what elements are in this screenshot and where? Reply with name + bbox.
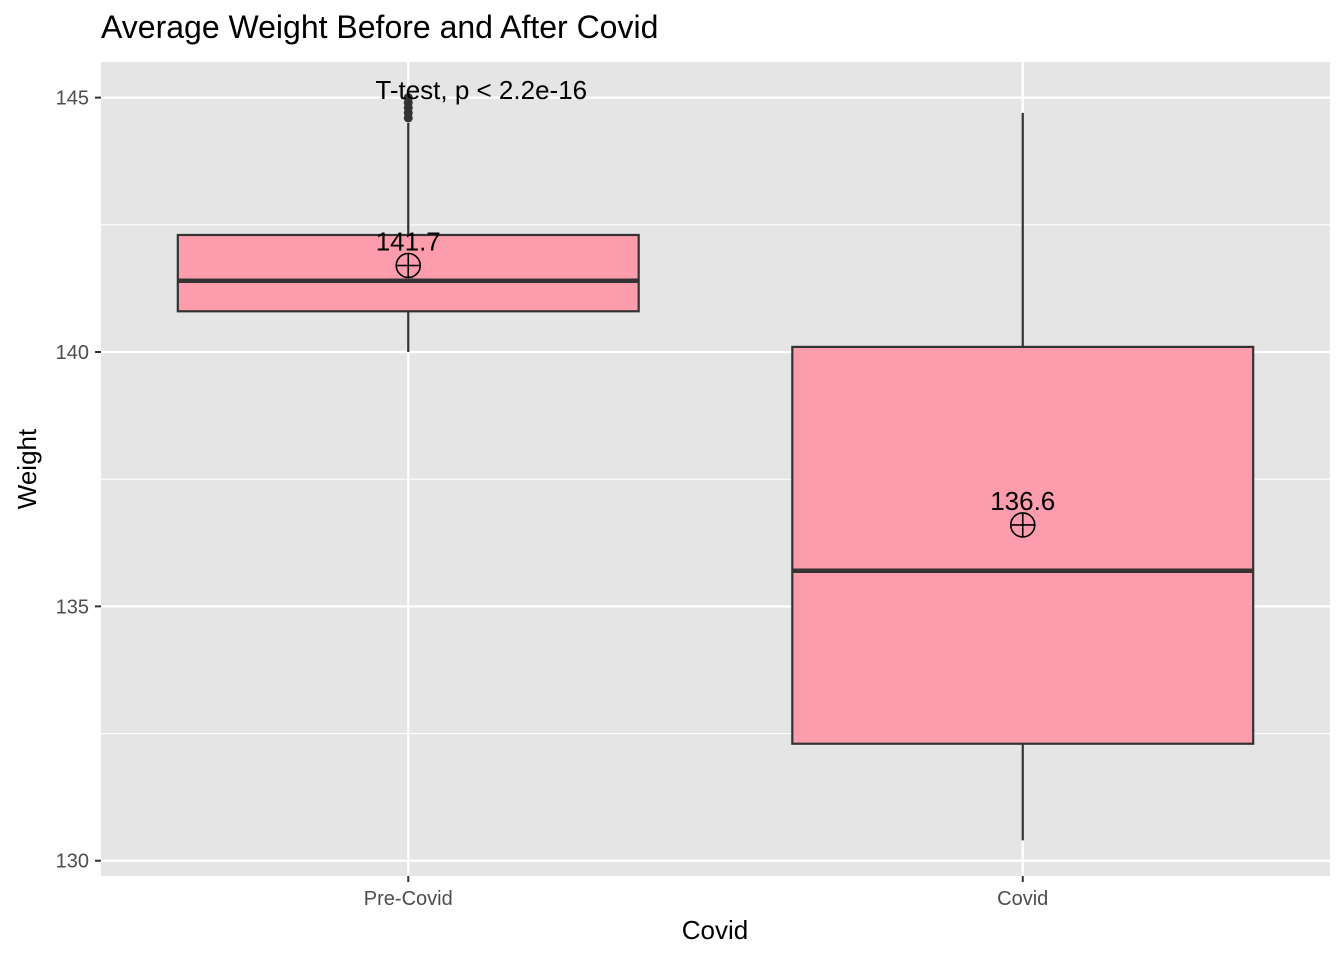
boxplots: 141.7 136.6 (176, 93, 1255, 841)
x-tick-label: Covid (997, 888, 1048, 910)
t-test-annotation: T-test, p < 2.2e-16 (375, 75, 587, 105)
x-axis-title: Covid (682, 915, 748, 945)
boxplot-covid: 136.6 (791, 112, 1255, 841)
outlier-point (403, 93, 413, 103)
y-tick-label: 130 (56, 851, 89, 873)
y-tick-label: 145 (56, 88, 89, 110)
y-tick-label: 140 (56, 342, 89, 364)
axes: 130 135 140 145 Pre-Covid Covid (56, 88, 1049, 910)
x-tick-label: Pre-Covid (364, 888, 453, 910)
boxplot-pre-covid: 141.7 (176, 93, 640, 352)
y-tick-label: 135 (56, 596, 89, 618)
mean-label: 141.7 (376, 227, 441, 257)
box-iqr (791, 345, 1255, 745)
chart-title: Average Weight Before and After Covid (101, 9, 658, 45)
mean-label: 136.6 (990, 486, 1055, 516)
y-axis-title: Weight (12, 428, 42, 509)
